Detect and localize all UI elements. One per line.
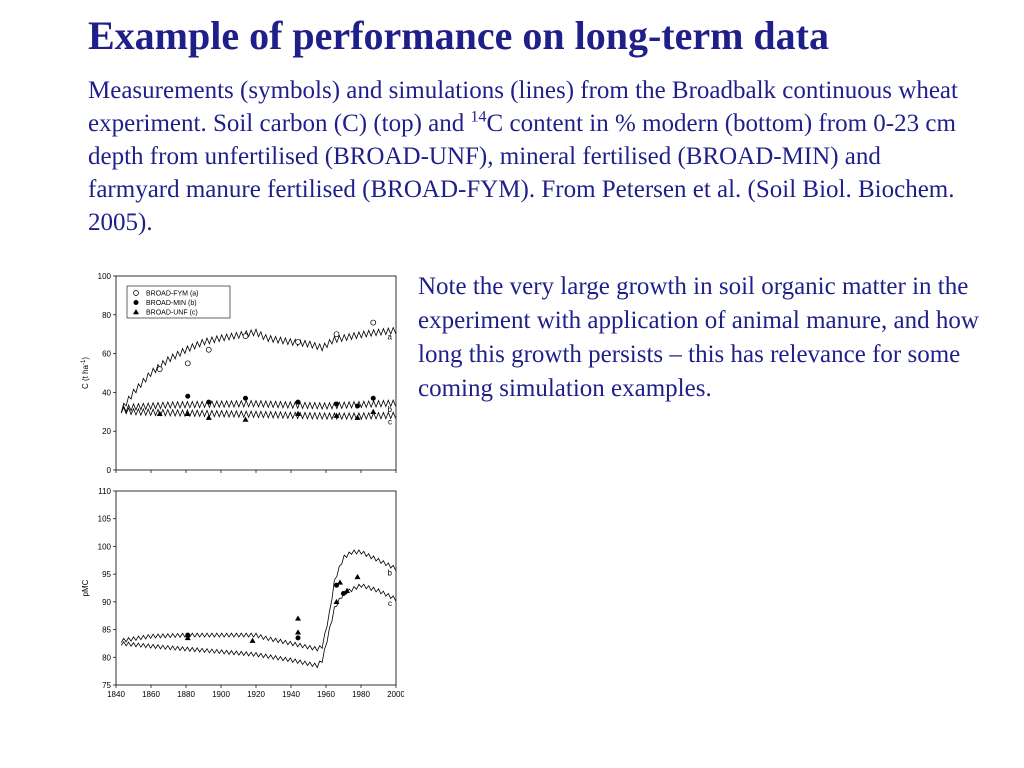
simulated-line-b (120, 549, 397, 652)
measured-point-c (205, 414, 212, 420)
y-tick-label: 0 (107, 466, 112, 475)
measured-point-b (370, 395, 376, 401)
legend-marker-b (133, 300, 139, 305)
pmc-panel: 75 80 85 90 95 100 105 110 1840 1860 1880 1900 1920 1… (81, 487, 404, 699)
measured-point-b (295, 635, 301, 641)
x-tick-label: 2000 (387, 690, 404, 699)
y-tick-label: 85 (102, 626, 111, 635)
simulated-line-b (120, 398, 397, 414)
legend-label: BROAD-MIN (b) (146, 300, 197, 307)
measured-point-c (184, 410, 191, 416)
measured-point-c (249, 637, 256, 643)
measured-point-a (184, 360, 191, 367)
measured-point-c (295, 629, 301, 635)
measured-point-b (185, 393, 191, 399)
y-axis-label: pMC (81, 579, 90, 596)
curve-label-c: c (388, 417, 392, 426)
x-tick-label: 1920 (247, 690, 265, 699)
measured-point-c (156, 410, 163, 416)
y-tick-label: 105 (98, 515, 112, 524)
legend-marker-a (133, 290, 139, 296)
measured-point-c (337, 579, 343, 585)
legend: BROAD-FYM (a) BROAD-MIN (b) BROAD-UNF (c) (126, 285, 231, 319)
simulated-line-c (120, 583, 397, 669)
y-tick-label: 100 (98, 272, 112, 281)
legend-label: BROAD-UNF (c) (146, 310, 198, 317)
legend-label: BROAD-FYM (a) (146, 291, 199, 298)
y-tick-label: 75 (102, 681, 111, 690)
measured-point-c (354, 573, 361, 580)
curve-label-b: b (388, 569, 393, 578)
y-tick-label: 95 (102, 570, 111, 579)
y-tick-label: 20 (102, 427, 111, 436)
measured-point-c (333, 598, 340, 605)
measured-point-a (370, 319, 377, 326)
measured-point-c (295, 615, 301, 621)
measured-point-a (156, 366, 163, 372)
measured-point-b (295, 399, 301, 405)
x-tick-label: 1960 (317, 690, 335, 699)
caption-superscript: 14 (470, 108, 487, 126)
curve-label-a: a (388, 332, 393, 341)
y-tick-label: 60 (102, 350, 111, 359)
measured-point-a (205, 346, 212, 353)
y-tick-label: 80 (102, 311, 111, 320)
x-tick-label: 1880 (177, 690, 195, 699)
measured-point-c (333, 412, 340, 418)
measured-point-c (370, 408, 377, 414)
measured-point-b (206, 399, 212, 405)
measured-point-c (354, 414, 361, 420)
measured-point-c (344, 587, 350, 593)
slide-title: Example of performance on long-term data (88, 13, 829, 58)
y-axis-label: C (t ha-1) (81, 357, 90, 389)
curve-label-b: b (388, 405, 393, 414)
measured-point-c (242, 416, 249, 422)
simulated-line-c (120, 406, 397, 421)
y-tick-label: 110 (98, 487, 111, 496)
y-tick-label: 80 (102, 653, 111, 662)
y-tick-label: 100 (98, 542, 112, 551)
note-text: Note the very large growth in soil organ… (418, 273, 979, 402)
figure-caption: Measurements (symbols) and simulations (… (88, 74, 968, 239)
x-tick-label: 1860 (142, 690, 160, 699)
x-tick-label: 1900 (212, 690, 230, 699)
measured-point-b (334, 401, 339, 407)
measured-point-c (295, 410, 301, 416)
x-tick-label: 1840 (107, 690, 125, 699)
measured-point-c (184, 634, 191, 641)
measured-point-a (295, 339, 301, 345)
measured-point-b (243, 395, 248, 401)
caption-text-2: C content in % modern (bottom) from 0-23… (88, 110, 956, 236)
x-tick-label: 1980 (352, 690, 370, 699)
legend-marker-c (133, 309, 139, 315)
legend-box (126, 285, 231, 319)
simulated-line-a (120, 326, 397, 414)
y-tick-label: 90 (102, 598, 111, 607)
x-tick-label: 1940 (282, 690, 300, 699)
measured-point-a (242, 333, 249, 339)
caption-text-1: Measurements (symbols) and simulations (… (88, 77, 958, 137)
measured-point-b (355, 403, 360, 409)
curve-label-c: c (388, 599, 392, 608)
measured-point-a (333, 331, 340, 338)
y-tick-label: 40 (102, 388, 111, 397)
plot-frame (115, 490, 397, 686)
